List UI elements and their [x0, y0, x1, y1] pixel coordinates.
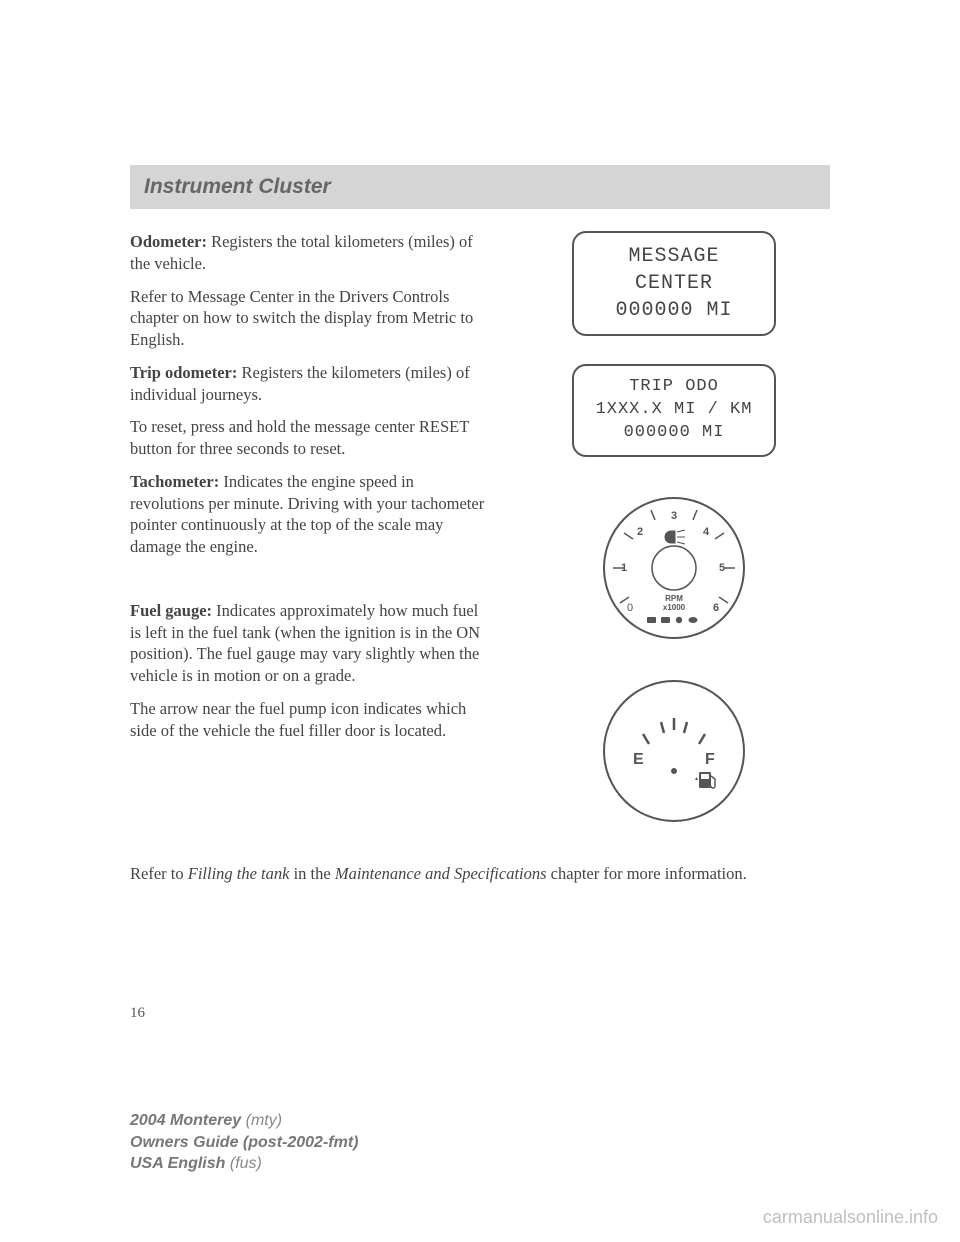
message-center-display: MESSAGE CENTER 000000 MI [572, 231, 776, 336]
tach-label: Tachometer: [130, 472, 219, 491]
odometer-label: Odometer: [130, 232, 207, 251]
trip-reset: To reset, press and hold the message cen… [130, 416, 490, 460]
svg-text:3: 3 [671, 510, 677, 522]
content-row-1: Odometer: Registers the total kilometers… [130, 231, 830, 859]
odometer-para: Odometer: Registers the total kilometers… [130, 231, 490, 275]
display1-line2: CENTER [574, 270, 774, 297]
fuel-arrow: The arrow near the fuel pump icon indica… [130, 698, 490, 742]
footer-lang: USA English (fus) [130, 1153, 358, 1175]
tach-para: Tachometer: Indicates the engine speed i… [130, 471, 490, 558]
refer-full-para: Refer to Filling the tank in the Mainten… [130, 863, 830, 885]
fuel-gauge-icon: E F [599, 676, 749, 826]
trip-odo-display: TRIP ODO 1XXX.X MI / KM 000000 MI [572, 364, 776, 457]
svg-text:x1000: x1000 [663, 603, 686, 612]
footer: 2004 Monterey (mty) Owners Guide (post-2… [130, 1110, 358, 1175]
display2-line1: TRIP ODO [574, 376, 774, 399]
svg-text:RPM: RPM [665, 594, 683, 603]
watermark: carmanualsonline.info [763, 1207, 938, 1228]
fuel-gauge: E F [599, 676, 749, 831]
text-column: Odometer: Registers the total kilometers… [130, 231, 490, 859]
display1-line3: 000000 MI [574, 297, 774, 324]
section-title: Instrument Cluster [144, 175, 331, 198]
svg-text:2: 2 [637, 526, 643, 538]
trip-para: Trip odometer: Registers the kilometers … [130, 362, 490, 406]
svg-text:E: E [633, 751, 644, 768]
fuel-label: Fuel gauge: [130, 601, 212, 620]
svg-text:F: F [705, 751, 715, 768]
section-header: Instrument Cluster [130, 165, 830, 209]
display2-line2: 1XXX.X MI / KM [574, 399, 774, 422]
svg-text:0: 0 [627, 602, 633, 614]
svg-text:6: 6 [713, 602, 719, 614]
svg-text:4: 4 [703, 526, 710, 538]
tachometer-gauge: 0 1 2 3 4 5 6 RPM x1000 [599, 493, 749, 648]
footer-model: 2004 Monterey (mty) [130, 1110, 358, 1132]
tachometer-icon: 0 1 2 3 4 5 6 RPM x1000 [599, 493, 749, 643]
odometer-refer: Refer to Message Center in the Drivers C… [130, 286, 490, 351]
svg-text:1: 1 [621, 562, 627, 574]
display2-line3: 000000 MI [574, 422, 774, 445]
refer-full: Refer to Filling the tank in the Mainten… [130, 863, 830, 885]
page-number: 16 [130, 1005, 145, 1022]
page-content: Instrument Cluster Odometer: Registers t… [0, 0, 960, 885]
fuel-para: Fuel gauge: Indicates approximately how … [130, 600, 490, 687]
svg-text:5: 5 [719, 562, 725, 574]
image-column: MESSAGE CENTER 000000 MI TRIP ODO 1XXX.X… [518, 231, 830, 859]
trip-label: Trip odometer: [130, 363, 237, 382]
footer-guide: Owners Guide (post-2002-fmt) [130, 1132, 358, 1154]
display1-line1: MESSAGE [574, 243, 774, 270]
